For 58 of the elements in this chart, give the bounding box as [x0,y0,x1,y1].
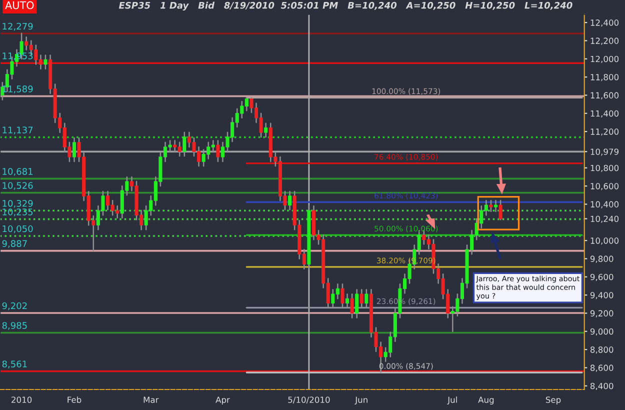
x-tick-label: Apr [216,396,230,405]
candlestick [182,132,186,157]
ref-line-label: 10,526 [2,182,33,190]
candlestick [360,288,364,308]
x-tick-label: Jun [354,396,368,404]
candlestick [288,190,292,210]
x-tick-label: Aug [478,396,494,405]
chart-title: ESP35 1 Day Bid 8/19/2010 5:05:01 PM B=10,240 A=10,250 H=10,250 L=10,240 [118,2,572,11]
ref-line-label: 12,279 [2,22,33,31]
y-tick-label: 11,400 [590,110,619,118]
text: AUTO [5,1,34,10]
x-tick-label: Mar [144,396,159,403]
y-tick-label: 8,600 [590,364,614,372]
y-tick-label: 9,800 [590,256,614,263]
y-tick-label: 9,000 [590,328,614,336]
y-tick-label: 10,000 [590,238,619,245]
ref-line-label: 8,561 [2,360,27,368]
y-tick-label: 11,600 [590,92,619,100]
y-tick-label: 9,600 [590,274,614,281]
candlestick [494,200,498,212]
candlestick [216,140,220,162]
y-tick-label: 10,979 [590,148,619,156]
ref-line-label: 10,681 [2,168,33,176]
x-tick-label: Feb [68,396,82,403]
y-tick-label: 12,400 [590,20,619,27]
y-tick-label: 10,600 [590,183,619,190]
ref-line-label: 10,329 [2,200,33,208]
candlestick [340,284,344,308]
ref-line-label: 10,235 [2,208,33,216]
y-tick-label: 8,400 [590,382,614,390]
y-tick-label: 10,400 [590,201,619,208]
ref-line-label: 10,050 [2,225,33,234]
y-tick-label: 9,200 [590,310,614,318]
candlestick [72,137,76,162]
ref-line-label: 9,887 [2,240,27,248]
ref-line-label: 11,137 [2,126,33,134]
y-tick-label: 11,800 [590,74,619,82]
candlestick [364,288,368,308]
candlestick [355,288,359,318]
y-tick-label: 10,800 [590,164,619,172]
y-tick-label: 10,240 [590,216,619,223]
y-tick-label: 9,400 [590,292,614,300]
ref-line-label: 8,985 [2,322,27,330]
candlestick [264,122,268,138]
y-tick-label: 12,000 [590,56,619,63]
x-tick-label: 5/10/2010 [288,396,330,404]
x-tick-label: Jul [447,396,457,404]
x-tick-label: Sep [546,396,561,405]
candlestick [489,200,493,212]
candlestick [350,294,354,318]
y-tick-label: 11,200 [590,128,619,136]
y-tick-label: 8,800 [590,346,614,354]
candlestick [345,294,350,308]
candlestick [44,54,48,70]
y-tick-label: 12,200 [590,38,619,45]
ref-line-label: 9,202 [2,302,27,310]
candlestick [498,200,502,220]
x-tick-label: 2010 [12,396,32,403]
